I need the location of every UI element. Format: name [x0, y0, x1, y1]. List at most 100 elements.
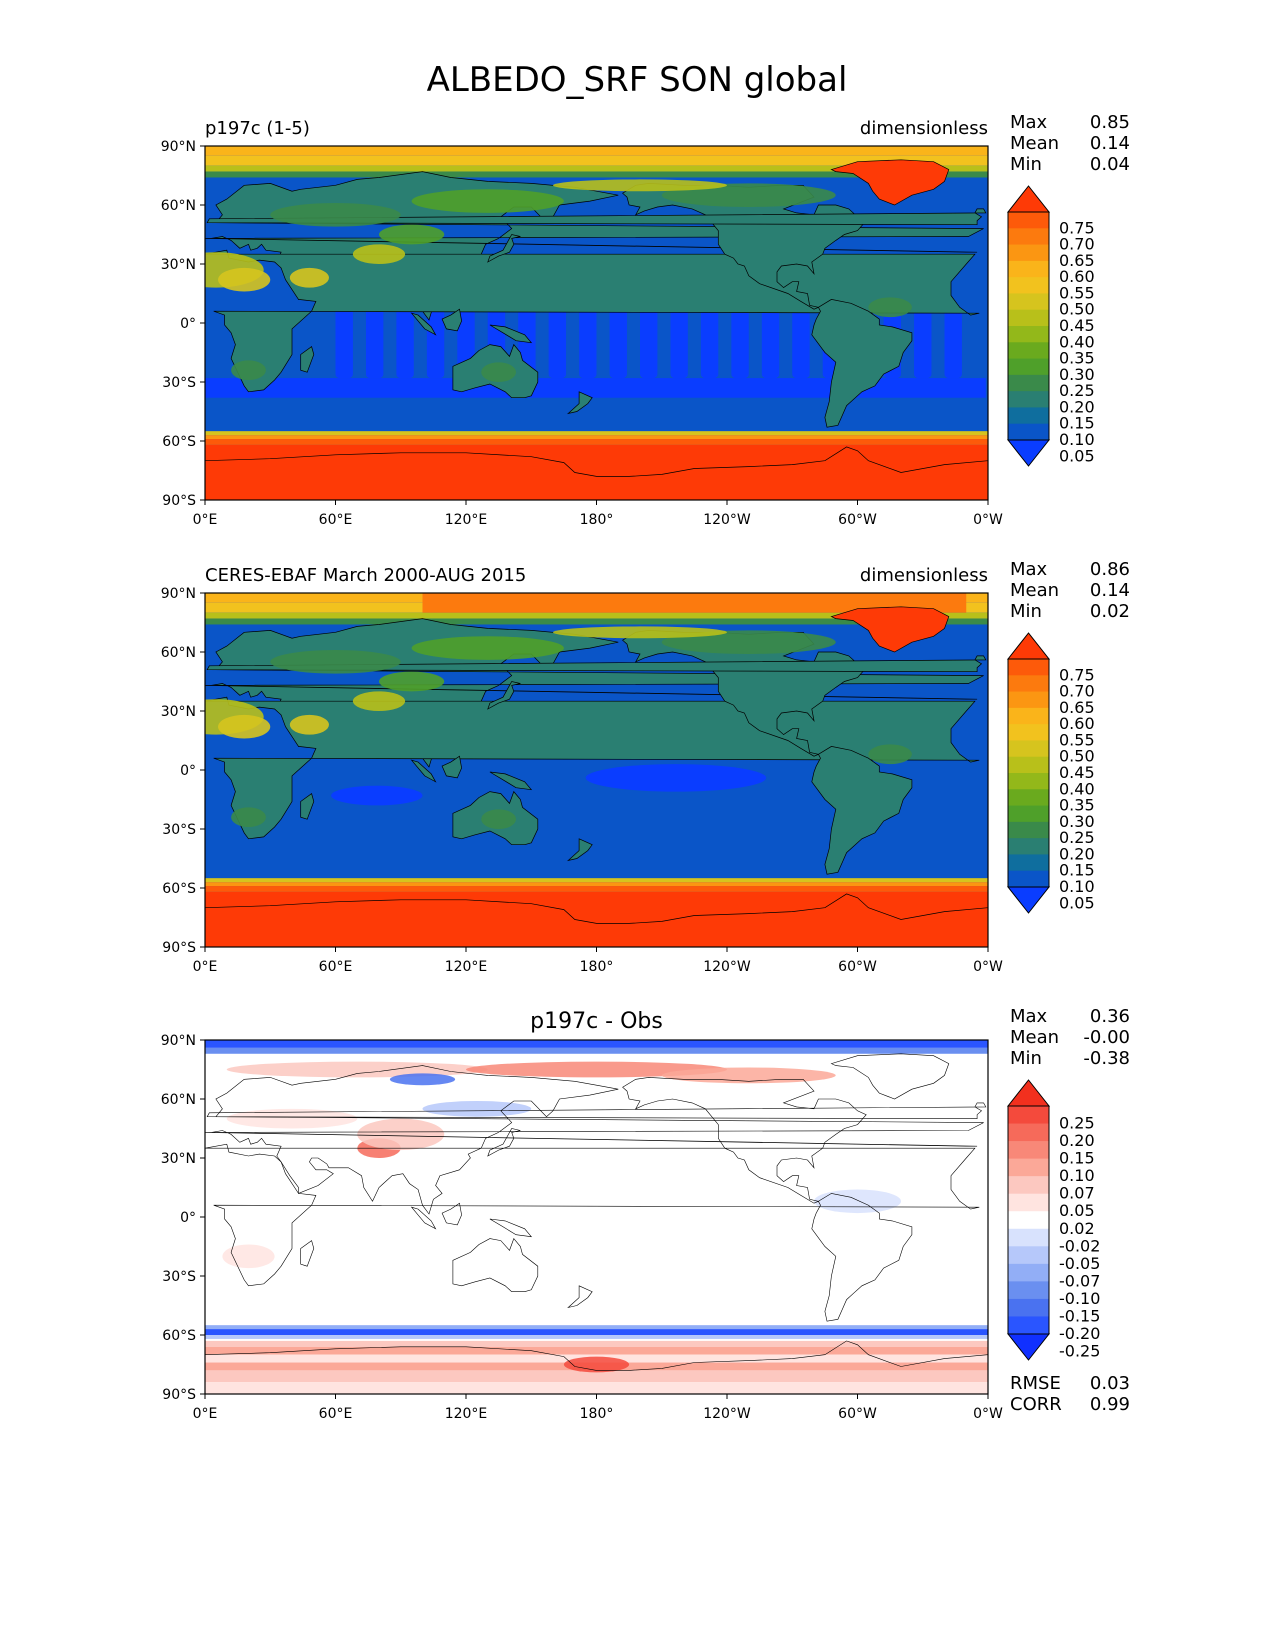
panel-left-title: p197c (1-5)	[205, 118, 310, 139]
surface-patch	[218, 714, 271, 739]
tropical-ocean-streak	[731, 307, 749, 379]
x-tick-label: 60°W	[838, 959, 877, 975]
y-tick-label: 60°N	[161, 1092, 196, 1108]
colorbar-segment	[1008, 391, 1049, 408]
diff-patch	[422, 1100, 532, 1117]
coastline-africa	[205, 1143, 980, 1287]
land-madagascar	[300, 793, 315, 820]
colorbar-segment	[1008, 789, 1049, 807]
x-tick-label: 60°E	[319, 959, 353, 975]
lat-band	[205, 612, 988, 619]
diff-lat-band	[205, 1335, 988, 1339]
colorbar-label: 0.15	[1059, 1149, 1095, 1168]
colorbar-label: -0.07	[1059, 1271, 1100, 1290]
colorbar-segment	[1008, 423, 1049, 441]
coastline-australia	[452, 1238, 539, 1292]
y-tick-label: 30°S	[162, 375, 196, 391]
colorbar-extend-max	[1006, 185, 1051, 213]
colorbar-label: 0.70	[1059, 682, 1095, 701]
stat-value: 0.86	[1090, 559, 1130, 580]
surface-patch	[352, 691, 406, 712]
colorbar-label: 0.10	[1059, 877, 1095, 896]
y-tick-label: 60°S	[162, 1328, 196, 1344]
surface-patch	[270, 650, 401, 674]
x-tick-label: 0°E	[193, 512, 218, 528]
coastline-eurasia	[205, 1065, 984, 1215]
colorbar-extend-min	[1006, 439, 1051, 467]
coastline-namerica	[622, 1077, 867, 1204]
stat-value: -0.38	[1083, 1048, 1130, 1069]
y-tick-label: 90°N	[161, 1033, 196, 1049]
diff-lat-band	[205, 1040, 988, 1048]
stat-label: Max	[1010, 1006, 1048, 1027]
panel-units: dimensionless	[860, 565, 988, 586]
colorbar-label: -0.02	[1059, 1236, 1100, 1255]
lat-band	[205, 435, 988, 440]
colorbar-label: 0.20	[1059, 1131, 1095, 1150]
y-tick-label: 60°N	[161, 198, 196, 214]
footer-stat-value: 0.99	[1090, 1394, 1130, 1415]
colorbar-label: 0.05	[1059, 1201, 1095, 1220]
tropical-ocean-streak	[335, 307, 353, 379]
x-tick-label: 120°W	[703, 1406, 751, 1422]
colorbar-segment	[1008, 675, 1049, 693]
colorbar-extend-min	[1006, 1333, 1051, 1361]
colorbar-segment	[1008, 1106, 1049, 1125]
panel-1: 90°N 60°N 30°N 0° 30°S 60°S 90°S 0°E 60°E 120°E 18…	[161, 112, 1130, 528]
colorbar-frame	[1007, 1105, 1050, 1335]
coastline-borneo	[441, 1202, 462, 1226]
tropical-ocean-streak	[640, 307, 658, 379]
diff-lat-band	[205, 1382, 988, 1394]
colorbar-segment	[1008, 724, 1049, 741]
colorbar-label: 0.35	[1059, 796, 1095, 815]
y-tick-label: 30°S	[162, 822, 196, 838]
tropical-ocean-streak	[426, 307, 445, 379]
stat-value: 0.85	[1090, 112, 1130, 133]
colorbar-label: 0.40	[1059, 779, 1095, 798]
y-tick-label: 90°N	[161, 139, 196, 155]
y-tick-label: 60°N	[161, 645, 196, 661]
surface-patch	[289, 267, 329, 288]
stat-value: 0.36	[1090, 1006, 1130, 1027]
tropical-ocean-streak	[365, 307, 384, 379]
x-tick-label: 120°E	[445, 512, 488, 528]
colorbar-segment	[1008, 838, 1049, 855]
colorbar-label: 0.07	[1059, 1184, 1095, 1203]
colorbar-label: 0.05	[1059, 446, 1095, 465]
colorbar-segment	[1008, 374, 1049, 392]
colorbar-label: 0.10	[1059, 1166, 1095, 1185]
colorbar-label: 0.25	[1059, 828, 1095, 847]
colorbar-label: 0.70	[1059, 235, 1095, 254]
surface-patch	[868, 297, 912, 318]
colorbar-label: 0.20	[1059, 397, 1095, 416]
stat-value: 0.14	[1090, 580, 1130, 601]
colorbar-segment	[1008, 244, 1049, 262]
colorbar-segment	[1008, 1281, 1049, 1300]
lat-band	[205, 165, 988, 172]
colorbar-label: 0.25	[1059, 1114, 1095, 1133]
footer-stat-label: RMSE	[1010, 1373, 1061, 1394]
tropical-ocean-streak	[396, 307, 414, 379]
tropical-ocean-streak	[548, 307, 567, 379]
surface-patch	[411, 189, 564, 213]
land-madagascar	[300, 346, 315, 373]
footer-stat-value: 0.03	[1090, 1373, 1130, 1394]
surface-patch	[231, 360, 266, 381]
stat-label: Min	[1010, 1048, 1042, 1069]
coastline-japan	[487, 1128, 521, 1157]
stat-label: Max	[1010, 112, 1048, 133]
colorbar-label: 0.75	[1059, 665, 1095, 684]
diff-lat-band	[205, 1340, 988, 1347]
surface-patch	[553, 179, 727, 192]
y-tick-label: 60°S	[162, 434, 196, 450]
diff-patch	[222, 1244, 275, 1269]
diff-patch	[357, 1118, 445, 1151]
colorbar-label: 0.45	[1059, 316, 1095, 335]
colorbar-label: 0.25	[1059, 381, 1095, 400]
colorbar-segment	[1008, 1141, 1049, 1160]
arctic-ice	[422, 593, 967, 613]
colorbar-label: 0.75	[1059, 218, 1095, 237]
colorbar-segment	[1008, 1123, 1049, 1142]
colorbar-label: 0.55	[1059, 730, 1095, 749]
